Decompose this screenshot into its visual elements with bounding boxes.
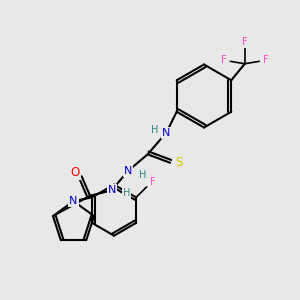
Text: O: O [70, 166, 80, 179]
Text: F: F [242, 37, 248, 47]
Text: N: N [162, 128, 170, 138]
Text: F: F [221, 55, 226, 65]
Text: N: N [69, 196, 78, 206]
Text: F: F [150, 177, 155, 188]
Text: F: F [263, 55, 268, 65]
Text: H: H [151, 125, 158, 135]
Text: S: S [175, 156, 182, 169]
Text: H: H [123, 188, 130, 198]
Text: N: N [124, 166, 132, 176]
Text: N: N [107, 185, 116, 195]
Text: H: H [140, 170, 147, 180]
